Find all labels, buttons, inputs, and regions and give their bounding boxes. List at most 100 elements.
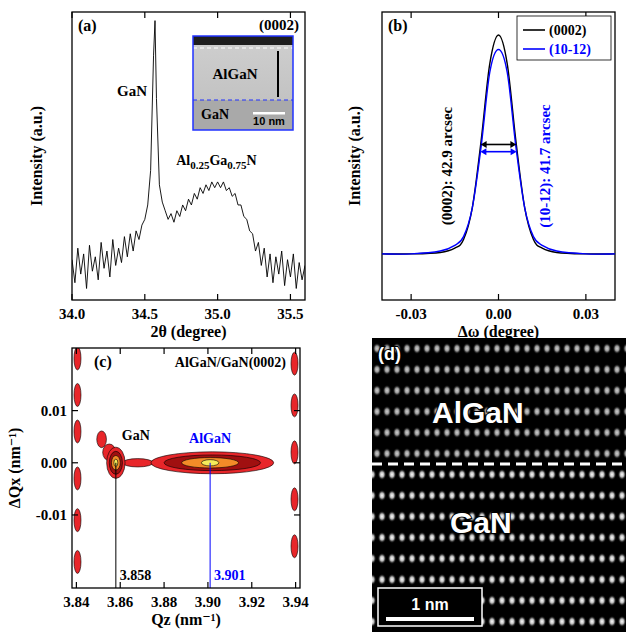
x-tick: [144, 12, 145, 18]
plot-background: [72, 348, 300, 588]
x-tick: [295, 582, 296, 588]
contour-level: [74, 383, 81, 406]
x-tick: [163, 582, 164, 588]
peak-label: GaN: [117, 83, 147, 99]
x-tick-label: 35.5: [277, 306, 303, 322]
contour-level: [291, 441, 298, 464]
fwhm-label: (10-12): 41.7 arcsec: [537, 104, 554, 228]
fwhm-arrow-head: [480, 148, 486, 155]
plot-frame: [72, 12, 305, 300]
legend-swatch: [523, 29, 545, 31]
plot-frame: [72, 348, 300, 588]
y-tick-label: 0.01: [41, 403, 67, 419]
peak-label: Al0.25Ga0.75N: [176, 153, 257, 171]
contour-level: [74, 348, 81, 370]
y-tick: [294, 462, 300, 463]
fwhm-arrow: [480, 148, 516, 155]
panel-title: (0002): [259, 17, 299, 34]
fwhm-arrow-head: [510, 141, 516, 148]
fwhm-arrow-shaft: [485, 144, 513, 146]
panel-label: (a): [78, 17, 97, 35]
legend-label: (0002): [549, 23, 587, 39]
contour-level: [74, 550, 81, 573]
fwhm-label: (0002): 42.9 arcsec: [439, 106, 456, 225]
xrd-curve: [72, 21, 305, 289]
x-tick-label: 3.90: [195, 594, 221, 610]
x-tick-label: 3.92: [239, 594, 265, 610]
contour-level: [291, 394, 298, 417]
x-tick: [217, 294, 218, 300]
fwhm-arrow-head: [481, 141, 487, 148]
hrtem-image: [372, 338, 626, 632]
x-tick: [163, 348, 164, 354]
x-tick: [217, 12, 218, 18]
x-tick-label: 3.84: [63, 594, 90, 610]
inset-substrate: [193, 100, 293, 130]
contour-level: [291, 535, 298, 558]
text-run: Ga: [209, 153, 227, 168]
x-tick: [71, 294, 72, 300]
x-tick-label: 0.00: [485, 306, 511, 322]
y-axis-title: ΔQx (nm⁻¹): [6, 428, 24, 509]
y-tick: [294, 514, 300, 515]
y-tick: [72, 462, 78, 463]
y-tick-label: -0.01: [36, 507, 67, 523]
figure: 34.034.535.035.52θ (degree)Intensity (a.…: [0, 0, 628, 636]
contour-level: [291, 488, 298, 511]
subscript: 0.25: [190, 159, 210, 171]
y-tick-label: 0.00: [41, 455, 67, 471]
layer-label: AlGaN: [432, 396, 524, 429]
panel-label: (b): [388, 17, 408, 35]
fwhm-arrow-head: [511, 148, 517, 155]
inset-interface: [193, 99, 293, 100]
y-tick: [72, 410, 78, 411]
x-tick-label: 34.5: [132, 306, 158, 322]
contour-level: [97, 431, 107, 448]
reference-line: [115, 463, 116, 588]
fwhm-arrow: [481, 141, 517, 148]
x-tick: [207, 582, 208, 588]
reference-line: [210, 463, 211, 588]
panel-title: AlGaN/GaN(0002): [175, 355, 287, 371]
x-tick-label: 3.94: [282, 594, 309, 610]
y-axis-title: Intensity (a.u.): [28, 106, 46, 206]
contour-level: [74, 420, 81, 443]
plot-frame: [382, 12, 615, 300]
reference-label: 3.901: [214, 568, 246, 583]
x-axis-title: 2θ (degree): [150, 323, 226, 341]
x-tick-label: 3.88: [151, 594, 177, 610]
hrtem-lattice: [372, 464, 626, 632]
x-tick: [144, 294, 145, 300]
x-tick: [76, 348, 77, 354]
subscript: 0.75: [227, 159, 247, 171]
x-tick: [207, 348, 208, 354]
interface-line: [372, 463, 626, 466]
inset-image: [193, 36, 293, 130]
plot-area: [382, 35, 615, 254]
x-axis-title: Qz (nm⁻¹): [151, 611, 221, 629]
x-tick: [76, 582, 77, 588]
y-axis-title: Intensity (a.u.): [346, 106, 364, 206]
plot-area: [74, 348, 298, 588]
inset-label: AlGaN: [213, 66, 258, 82]
inset-thickness-bar: [277, 51, 279, 97]
x-tick: [120, 348, 121, 354]
peak-label: AlGaN: [189, 431, 231, 446]
panel-label: (c): [94, 353, 112, 371]
inset-scale-label: 10 nm: [253, 115, 285, 127]
x-tick: [251, 582, 252, 588]
x-tick: [585, 294, 586, 300]
rocking-curve: [382, 49, 615, 254]
legend-label: (10-12): [549, 42, 591, 58]
text-run: N: [247, 153, 257, 168]
contour-level: [164, 455, 260, 471]
y-tick: [72, 514, 78, 515]
x-tick: [498, 12, 499, 18]
fwhm-arrow-shaft: [484, 151, 512, 153]
peak-label: GaN: [122, 428, 150, 443]
scale-label: 1 nm: [411, 596, 448, 613]
x-tick: [295, 348, 296, 354]
legend-box: [517, 16, 611, 60]
contour-level: [291, 352, 298, 375]
contour-level: [74, 467, 81, 490]
